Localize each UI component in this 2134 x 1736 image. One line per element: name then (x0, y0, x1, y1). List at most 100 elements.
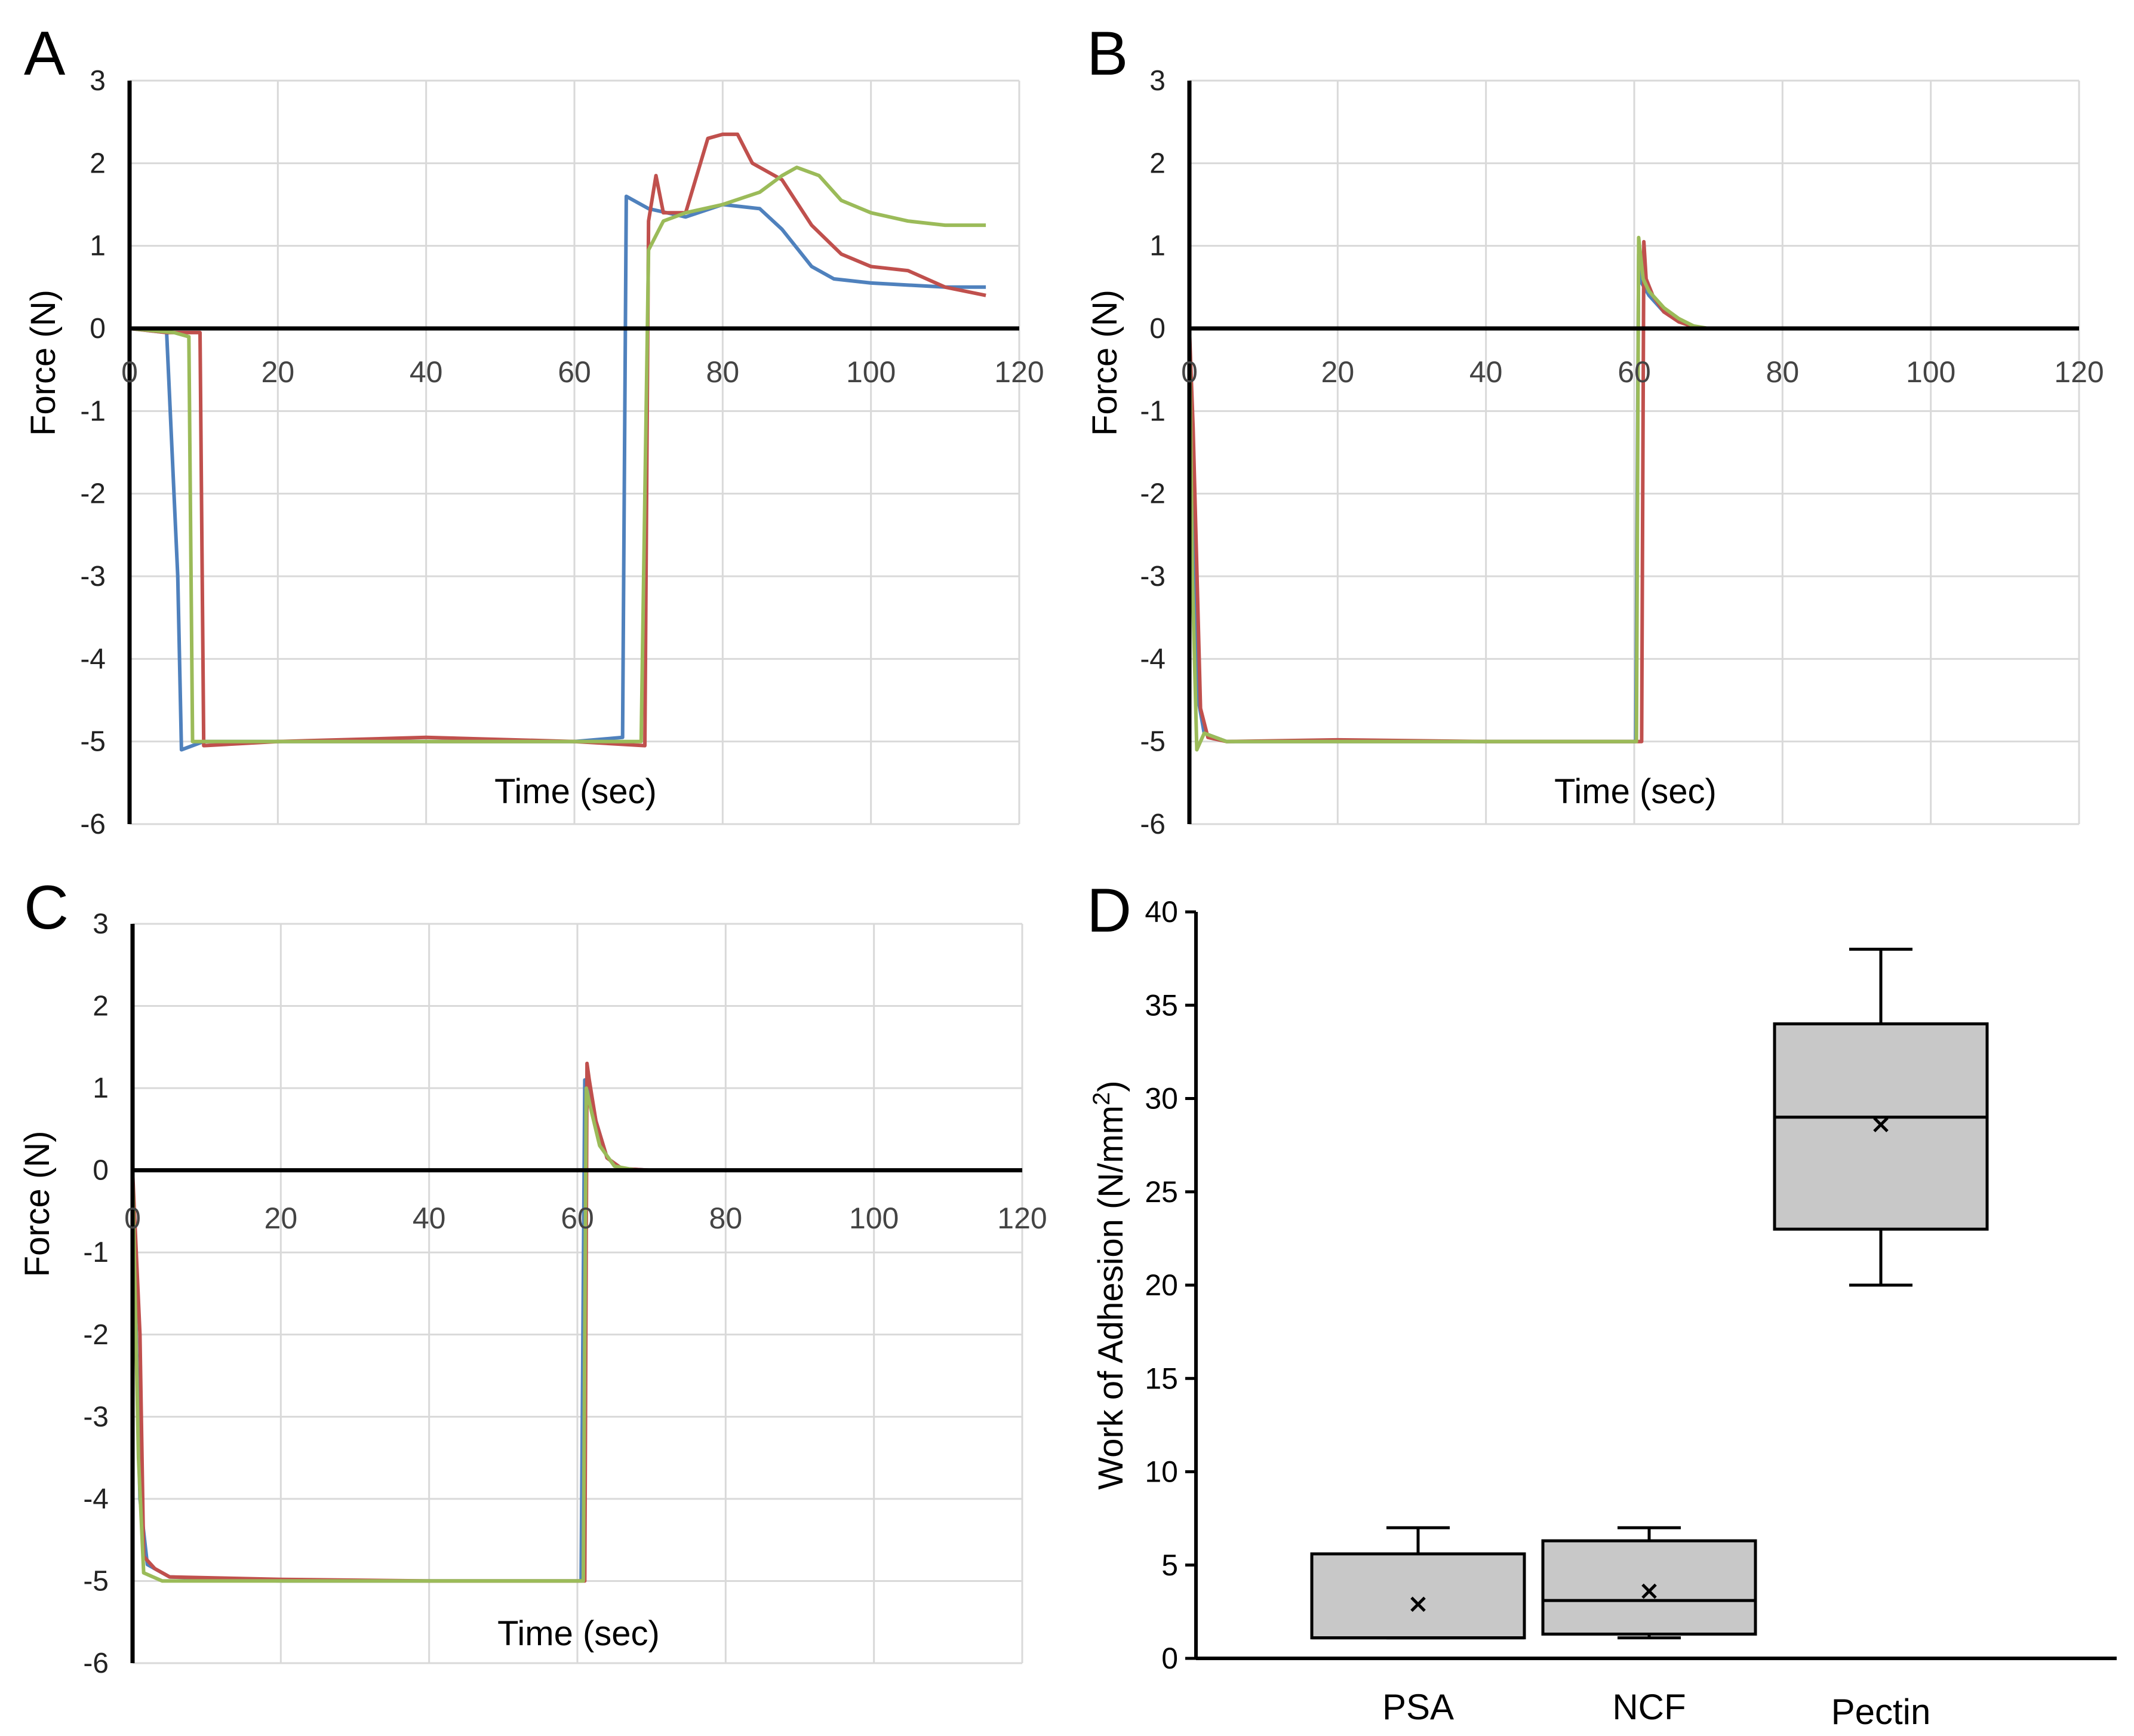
x-tick-label: 0 (1181, 355, 1198, 389)
x-axis-label: Time (sec) (497, 1614, 660, 1653)
y-tick-label: 2 (1149, 148, 1166, 179)
panel-letter: A (24, 19, 66, 88)
series-line-green (131, 1086, 666, 1583)
panel-letter: D (1087, 876, 1131, 945)
panel-d: D 40 35 30 25 20 15 10 5 0 Work of Adhesion (N/mm2… (1087, 876, 2117, 1732)
y-tick-label: -6 (80, 809, 106, 840)
y-tick-label: -3 (1140, 561, 1166, 592)
y-tick-label: 1 (90, 231, 106, 262)
y-tick-label: -6 (1140, 809, 1166, 840)
series-line-red (1188, 239, 1746, 743)
y-tick-label: 35 (1145, 988, 1178, 1022)
panel-letter: C (24, 873, 69, 942)
y-tick-label: 0 (1149, 313, 1166, 345)
y-axis-label-main: Work of Adhesion (N/mm (1091, 1105, 1130, 1490)
y-axis-label: Force (N) (1086, 290, 1124, 436)
x-tick-label: 0 (121, 355, 138, 389)
y-tick-label: 2 (93, 991, 109, 1022)
y-tick-label: -4 (83, 1483, 109, 1515)
x-tick-label: 100 (849, 1202, 899, 1235)
gridlines (1189, 79, 2080, 825)
y-tick-label: -2 (83, 1319, 109, 1351)
y-tick-label: -4 (1140, 643, 1166, 675)
panel-b: B 3 2 1 0 -1 -2 -3 -4 -5 -6 0 20 40 60 80 100 120 Time (se… (1086, 19, 2104, 840)
y-tick-label: -6 (83, 1648, 109, 1679)
series-line-green (129, 165, 986, 743)
box-psa: PSA (1310, 1526, 1526, 1727)
y-tick-label: 25 (1145, 1175, 1178, 1209)
x-tick-label: 60 (558, 355, 591, 389)
x-tick-label: 20 (1321, 355, 1355, 389)
series-line-green (1188, 235, 1746, 752)
x-tick-label: 80 (706, 355, 740, 389)
y-tick-label: -2 (1140, 478, 1166, 510)
x-tick-label: 80 (709, 1202, 743, 1235)
category-label: PSA (1382, 1687, 1454, 1727)
y-tick-label: -1 (1140, 395, 1166, 427)
y-tick-label: 3 (90, 65, 106, 97)
x-tick-label: 120 (997, 1202, 1047, 1235)
y-tick-label: 3 (93, 908, 109, 940)
gridlines (133, 923, 1023, 1664)
y-tick-label: 1 (1149, 231, 1166, 262)
x-tick-label: 40 (1469, 355, 1503, 389)
y-axis-label-superscript: 2 (1088, 1092, 1115, 1105)
y-tick-label: 0 (1161, 1642, 1178, 1675)
y-tick-label: -3 (83, 1401, 109, 1433)
gridlines (130, 79, 1020, 825)
panel-c: C 3 2 1 0 -1 -2 -3 -4 -5 -6 0 20 40 60 80 100 120 Time (se… (18, 873, 1047, 1679)
y-axis-label-close: ) (1091, 1080, 1130, 1092)
y-tick-label: -5 (83, 1565, 109, 1597)
y-tick-label: 3 (1149, 65, 1166, 97)
x-tick-label: 120 (994, 355, 1044, 389)
box-iqr (1541, 1539, 1757, 1636)
box-ncf: NCF (1541, 1526, 1757, 1727)
mean-marker (1410, 1596, 1426, 1612)
y-tick-label: 2 (90, 148, 106, 179)
panel-letter: B (1087, 19, 1128, 88)
x-tick-label: 100 (846, 355, 896, 389)
y-tick-label: -1 (80, 395, 106, 427)
y-tick-label: 40 (1145, 895, 1178, 929)
x-tick-label: 120 (2054, 355, 2104, 389)
y-tick-label: 20 (1145, 1268, 1178, 1302)
x-tick-label: 100 (1906, 355, 1955, 389)
box-pectin: Pectin (1773, 948, 1989, 1732)
category-label: NCF (1612, 1687, 1686, 1727)
x-tick-label: 20 (262, 355, 295, 389)
y-tick-label: 5 (1161, 1548, 1178, 1582)
series-line-red (129, 132, 986, 748)
y-tick-label: 30 (1145, 1082, 1178, 1116)
y-tick-label: 1 (93, 1073, 109, 1104)
y-tick-label: 0 (93, 1155, 109, 1187)
x-axis-label: Time (sec) (494, 772, 657, 811)
y-tick-label: -3 (80, 561, 106, 592)
y-tick-label: 0 (90, 313, 106, 345)
panel-a: A 3 2 1 0 -1 -2 -3 -4 -5 -6 0 20 40 60 80 100 120 Time (se… (24, 19, 1044, 840)
y-tick-label: -4 (80, 643, 106, 675)
y-tick-label: 15 (1145, 1362, 1178, 1395)
x-tick-label: 60 (561, 1202, 594, 1235)
series-line-blue (129, 194, 986, 752)
series-line-red (131, 1061, 689, 1583)
y-tick-label: -2 (80, 478, 106, 510)
y-tick-label: -5 (80, 726, 106, 758)
x-tick-label: 80 (1766, 355, 1800, 389)
y-axis-label: Force (N) (24, 290, 63, 436)
mean-marker (1873, 1117, 1889, 1133)
box-iqr (1310, 1552, 1526, 1640)
x-axis-label: Time (sec) (1554, 772, 1717, 811)
x-tick-label: 40 (410, 355, 443, 389)
y-axis-label: Force (N) (18, 1131, 57, 1277)
y-tick-label: -1 (83, 1237, 109, 1268)
x-tick-label: 20 (265, 1202, 298, 1235)
x-tick-label: 40 (413, 1202, 446, 1235)
y-tick-label: -5 (1140, 726, 1166, 758)
y-tick-label: 10 (1145, 1455, 1178, 1489)
x-tick-label: 0 (124, 1202, 141, 1235)
x-tick-label: 60 (1618, 355, 1651, 389)
y-axis-label: Work of Adhesion (N/mm2) (1088, 1080, 1130, 1489)
mean-marker (1641, 1583, 1657, 1599)
category-label: Pectin (1831, 1692, 1931, 1732)
